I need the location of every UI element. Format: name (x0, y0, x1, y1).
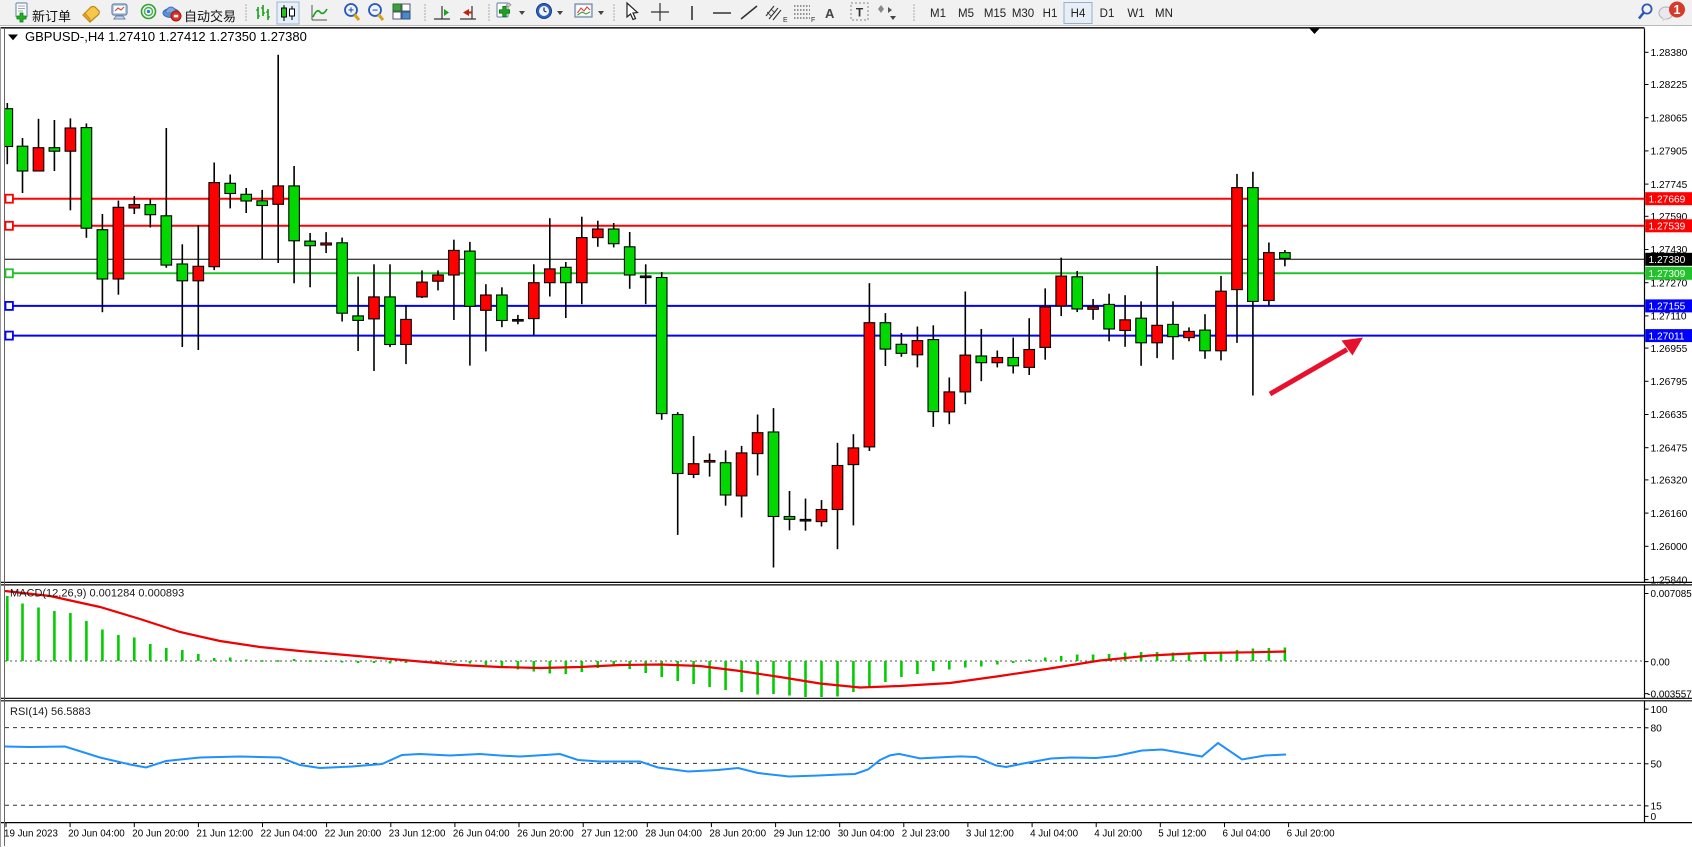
svg-text:+: + (348, 6, 354, 17)
svg-text:1.25840: 1.25840 (1651, 575, 1688, 586)
svg-text:1.27011: 1.27011 (1649, 331, 1685, 342)
svg-text:20 Jun 20:00: 20 Jun 20:00 (132, 829, 189, 840)
svg-text:RSI(14) 56.5883: RSI(14) 56.5883 (10, 706, 91, 718)
svg-text:1.28225: 1.28225 (1651, 80, 1688, 91)
svg-text:1.27590: 1.27590 (1651, 212, 1688, 223)
svg-text:28 Jun 20:00: 28 Jun 20:00 (709, 829, 766, 840)
svg-text:1.26320: 1.26320 (1651, 476, 1688, 487)
svg-text:1.27309: 1.27309 (1649, 269, 1686, 280)
svg-text:28 Jun 04:00: 28 Jun 04:00 (645, 829, 702, 840)
svg-text:4 Jul 20:00: 4 Jul 20:00 (1094, 829, 1142, 840)
svg-text:30 Jun 04:00: 30 Jun 04:00 (838, 829, 895, 840)
svg-text:1.27539: 1.27539 (1649, 222, 1686, 233)
svg-text:1: 1 (1674, 3, 1681, 17)
svg-text:M15: M15 (984, 8, 1006, 20)
svg-text:M1: M1 (930, 8, 946, 20)
svg-text:5 Jul 12:00: 5 Jul 12:00 (1158, 829, 1206, 840)
svg-text:−: − (372, 6, 378, 17)
svg-text:1.28380: 1.28380 (1651, 48, 1688, 59)
svg-text:0.007085: 0.007085 (1651, 589, 1692, 600)
svg-text:1.27430: 1.27430 (1651, 245, 1688, 256)
svg-text:1.27669: 1.27669 (1649, 194, 1686, 205)
svg-text:100: 100 (1651, 705, 1668, 716)
svg-text:H4: H4 (1071, 8, 1086, 20)
svg-text:1.27110: 1.27110 (1651, 312, 1687, 323)
svg-text:E: E (783, 17, 788, 24)
svg-text:A: A (825, 6, 835, 21)
svg-text:1.26795: 1.26795 (1651, 377, 1688, 388)
svg-text:3 Jul 12:00: 3 Jul 12:00 (966, 829, 1014, 840)
svg-text:6 Jul 20:00: 6 Jul 20:00 (1287, 829, 1335, 840)
svg-text:29 Jun 12:00: 29 Jun 12:00 (774, 829, 831, 840)
svg-text:80: 80 (1651, 724, 1663, 735)
svg-text:0.00: 0.00 (1651, 657, 1671, 668)
svg-text:27 Jun 12:00: 27 Jun 12:00 (581, 829, 638, 840)
svg-text:1.26955: 1.26955 (1651, 344, 1688, 355)
svg-text:W1: W1 (1127, 8, 1144, 20)
svg-text:MN: MN (1155, 8, 1173, 20)
svg-text:50: 50 (1651, 760, 1663, 771)
svg-text:19 Jun 2023: 19 Jun 2023 (4, 829, 58, 840)
svg-text:1.28065: 1.28065 (1651, 113, 1688, 124)
svg-text:4 Jul 04:00: 4 Jul 04:00 (1030, 829, 1078, 840)
svg-text:F: F (811, 17, 815, 24)
svg-text:1.26475: 1.26475 (1651, 443, 1688, 454)
svg-text:1.27905: 1.27905 (1651, 147, 1688, 158)
svg-text:6 Jul 04:00: 6 Jul 04:00 (1223, 829, 1271, 840)
svg-text:26 Jun 20:00: 26 Jun 20:00 (517, 829, 574, 840)
svg-text:26 Jun 04:00: 26 Jun 04:00 (453, 829, 510, 840)
svg-text:M30: M30 (1012, 8, 1034, 20)
svg-text:20 Jun 04:00: 20 Jun 04:00 (68, 829, 125, 840)
svg-text:M5: M5 (958, 8, 974, 20)
svg-text:21 Jun 12:00: 21 Jun 12:00 (196, 829, 253, 840)
svg-text:1.27745: 1.27745 (1651, 180, 1688, 191)
svg-text:2 Jul 23:00: 2 Jul 23:00 (902, 829, 950, 840)
svg-text:T: T (856, 6, 864, 20)
svg-text:-0.003557: -0.003557 (1647, 689, 1691, 700)
svg-text:23 Jun 12:00: 23 Jun 12:00 (389, 829, 446, 840)
svg-text:1.26160: 1.26160 (1651, 509, 1688, 520)
svg-text:GBPUSD-,H4 1.27410 1.27412 1.: GBPUSD-,H4 1.27410 1.27412 1.27350 1.273… (25, 29, 307, 44)
svg-text:1.26635: 1.26635 (1651, 410, 1688, 421)
svg-text:22 Jun 20:00: 22 Jun 20:00 (325, 829, 382, 840)
svg-text:1.27270: 1.27270 (1651, 278, 1688, 289)
svg-text:15: 15 (1651, 802, 1663, 813)
svg-text:0: 0 (1651, 812, 1657, 823)
svg-text:H1: H1 (1043, 8, 1058, 20)
svg-text:1.26000: 1.26000 (1651, 542, 1688, 553)
svg-text:1.27155: 1.27155 (1649, 302, 1686, 313)
svg-text:D1: D1 (1100, 8, 1115, 20)
svg-text:1.27380: 1.27380 (1649, 255, 1686, 266)
svg-text:22 Jun 04:00: 22 Jun 04:00 (261, 829, 318, 840)
svg-text:MACD(12,26,9) 0.001284 0.00089: MACD(12,26,9) 0.001284 0.000893 (10, 588, 184, 600)
